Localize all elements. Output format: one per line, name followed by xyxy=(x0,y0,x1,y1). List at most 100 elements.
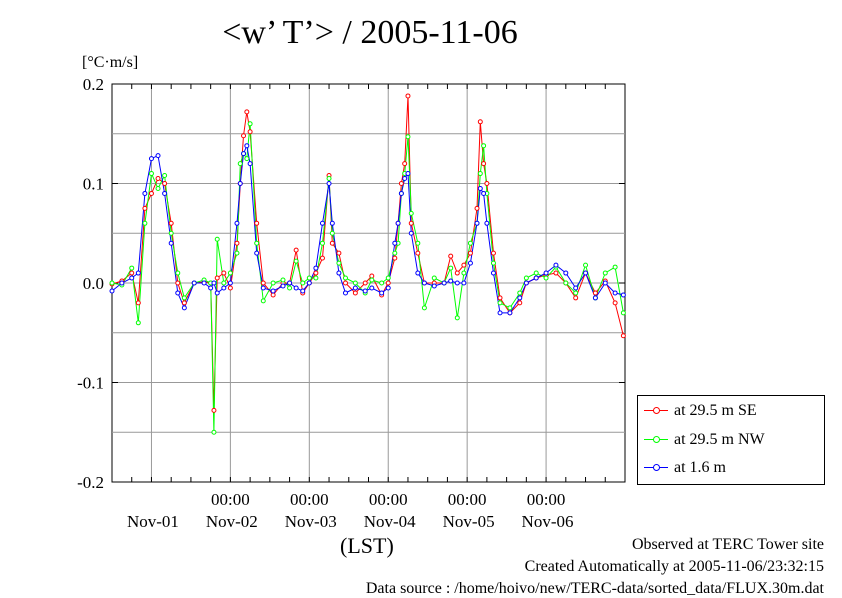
legend-item-nw: at 29.5 m NW xyxy=(644,427,765,453)
data-point xyxy=(415,240,421,246)
data-point xyxy=(329,230,335,236)
y-axis-unit: [°C·m/s] xyxy=(82,54,139,71)
data-point xyxy=(477,185,483,191)
data-point xyxy=(507,310,513,316)
x-date-label: Nov-04 xyxy=(364,512,416,531)
legend-marker-icon xyxy=(644,434,668,446)
data-point xyxy=(563,270,569,276)
data-point xyxy=(402,161,408,167)
data-point xyxy=(461,280,467,286)
data-point xyxy=(448,253,454,259)
data-point xyxy=(583,262,589,268)
data-point xyxy=(553,270,559,276)
data-point xyxy=(517,295,523,301)
data-point xyxy=(392,240,398,246)
data-point xyxy=(175,290,181,296)
data-point xyxy=(247,129,253,135)
created-note: Created Automatically at 2005-11-06/23:3… xyxy=(524,558,824,575)
data-point xyxy=(385,285,391,291)
data-point xyxy=(191,280,197,286)
legend: at 29.5 m SE at 29.5 m NW at 1.6 m xyxy=(637,395,825,485)
data-point xyxy=(405,171,411,177)
data-point xyxy=(392,250,398,256)
data-point xyxy=(369,273,375,279)
data-point xyxy=(398,181,404,186)
data-point xyxy=(431,275,437,281)
data-point xyxy=(142,190,148,196)
data-point xyxy=(592,295,598,301)
data-point xyxy=(481,143,487,149)
data-point xyxy=(227,280,233,286)
y-tick-label: -0.1 xyxy=(77,374,104,393)
data-point xyxy=(313,270,319,276)
data-point xyxy=(543,275,549,281)
data-point xyxy=(385,275,391,281)
data-point xyxy=(379,280,385,286)
data-point xyxy=(181,295,187,301)
data-point xyxy=(326,181,332,186)
data-point xyxy=(573,295,579,301)
data-point xyxy=(300,288,306,294)
data-point xyxy=(620,310,626,316)
data-point xyxy=(484,181,490,186)
data-point xyxy=(247,121,253,127)
data-point xyxy=(155,153,161,159)
data-point xyxy=(319,240,325,246)
data-point xyxy=(507,305,513,311)
data-point xyxy=(155,185,161,191)
x-axis-label: (LST) xyxy=(340,533,394,558)
data-point xyxy=(517,300,523,306)
legend-label: at 29.5 m SE xyxy=(674,402,757,419)
data-point xyxy=(175,280,181,286)
data-point xyxy=(336,260,342,266)
data-point xyxy=(201,280,207,286)
data-point xyxy=(342,275,348,281)
data-point xyxy=(602,280,608,286)
data-point xyxy=(369,285,375,291)
data-point xyxy=(270,288,276,294)
data-point xyxy=(612,290,618,296)
data-point xyxy=(467,240,473,246)
data-point xyxy=(109,288,115,294)
data-point xyxy=(415,270,421,276)
data-point xyxy=(221,280,227,286)
data-point xyxy=(448,265,454,271)
data-point xyxy=(421,305,427,311)
data-point xyxy=(497,310,503,316)
data-point xyxy=(329,220,335,226)
data-point xyxy=(369,277,375,283)
data-point xyxy=(227,285,233,291)
tick-labels: 0.2 0.1 0.0 -0.1 -0.2 00:00 00:00 00:00 00:00 00:… xyxy=(77,75,573,531)
data-point xyxy=(543,270,549,276)
x-time-label: 00:00 xyxy=(211,490,250,509)
data-point xyxy=(405,134,411,140)
data-point xyxy=(280,283,286,289)
data-point xyxy=(467,260,473,266)
data-point xyxy=(280,277,286,283)
data-point xyxy=(293,285,299,291)
data-point xyxy=(214,290,220,296)
data-point xyxy=(523,280,529,286)
data-point xyxy=(142,205,148,211)
data-point xyxy=(247,161,253,167)
data-point xyxy=(441,280,447,286)
data-point xyxy=(454,315,460,321)
data-point xyxy=(244,156,250,162)
data-point xyxy=(135,270,141,276)
data-point xyxy=(602,270,608,276)
y-tick-label: 0.0 xyxy=(83,274,104,293)
data-point xyxy=(270,292,276,298)
x-date-label: Nov-02 xyxy=(206,512,258,531)
legend-label: at 1.6 m xyxy=(674,459,726,476)
data-point xyxy=(533,275,539,281)
data-point xyxy=(533,270,539,276)
data-point xyxy=(155,176,161,182)
data-point xyxy=(484,220,490,226)
data-point xyxy=(237,161,243,167)
data-point xyxy=(129,275,135,281)
data-point xyxy=(490,260,496,266)
data-point xyxy=(287,280,293,286)
data-point xyxy=(241,133,247,139)
data-point xyxy=(162,190,168,196)
